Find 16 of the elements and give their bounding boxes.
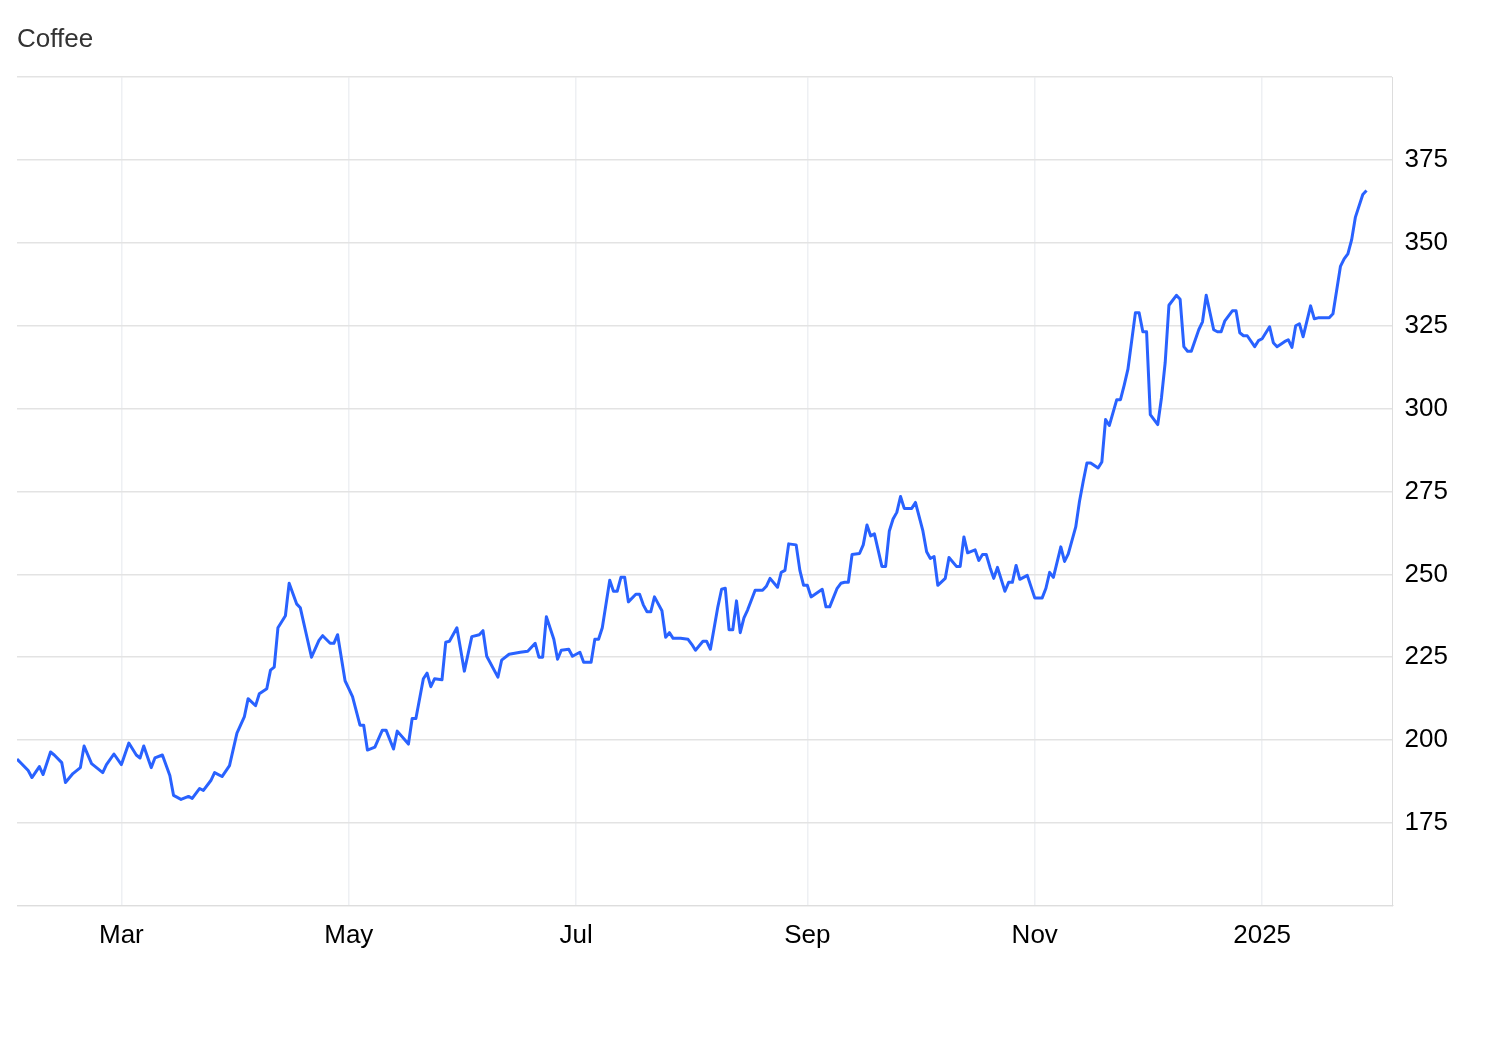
x-tick-label: Mar bbox=[98, 918, 145, 949]
y-tick-label: 250 bbox=[1404, 557, 1449, 588]
x-tick-label: Nov bbox=[1011, 918, 1058, 949]
chart-title: Coffee bbox=[17, 22, 94, 53]
y-tick-label: 200 bbox=[1404, 723, 1449, 754]
y-tick-label: 300 bbox=[1404, 391, 1449, 422]
y-tick-label: 225 bbox=[1404, 640, 1449, 671]
y-tick-label: 375 bbox=[1404, 143, 1449, 174]
x-tick-label: 2025 bbox=[1233, 918, 1292, 949]
x-tick-label: May bbox=[324, 918, 374, 949]
y-tick-label: 325 bbox=[1404, 308, 1449, 339]
x-tick-label: Jul bbox=[559, 918, 593, 949]
y-tick-label: 275 bbox=[1404, 474, 1449, 505]
y-tick-label: 350 bbox=[1404, 226, 1449, 257]
y-tick-label: 175 bbox=[1404, 806, 1449, 837]
x-tick-label: Sep bbox=[784, 918, 831, 949]
